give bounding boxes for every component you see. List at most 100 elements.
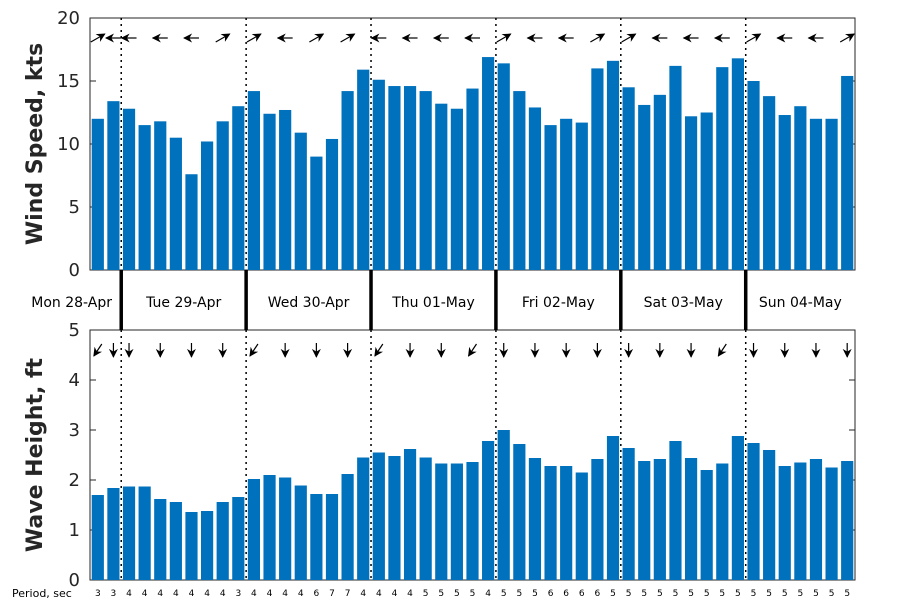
wind-direction-arrow	[621, 33, 637, 43]
wind-bar	[435, 103, 448, 271]
wave-bar	[138, 486, 151, 580]
wind-bar	[763, 96, 776, 271]
period-value: 6	[563, 589, 569, 599]
wind-bar	[91, 118, 104, 270]
wave-bar	[388, 456, 401, 580]
wave-bar	[325, 494, 339, 580]
wind-bar	[731, 58, 744, 270]
period-value: 5	[532, 589, 538, 599]
wind-bar	[809, 118, 823, 270]
wind-bar	[216, 121, 229, 270]
period-value: 4	[251, 589, 257, 599]
wind-bar	[716, 67, 729, 270]
wave-bar	[606, 436, 620, 580]
period-value: 4	[485, 589, 491, 599]
period-value: 4	[392, 589, 398, 599]
day-label-strip: Mon 28-Apr Tue 29-Apr Wed 30-Apr Thu 01-May…	[31, 270, 842, 330]
wind-direction-arrow	[340, 33, 356, 43]
wind-bar	[669, 65, 682, 270]
wave-bar	[731, 436, 744, 580]
period-value: 5	[704, 589, 710, 599]
wave-bar	[107, 488, 120, 580]
wind-bar	[154, 121, 167, 270]
wind-bar	[310, 156, 323, 270]
period-value: 5	[470, 589, 476, 599]
wave-bar	[216, 502, 229, 580]
wind-bar	[263, 113, 276, 270]
wind-bar	[825, 118, 838, 270]
wave-bar	[435, 463, 448, 580]
wave-bar	[263, 475, 276, 580]
wind-bar	[794, 106, 807, 270]
wind-bar	[279, 109, 292, 270]
wave-bar	[91, 495, 104, 580]
day-label: Fri 02-May	[522, 295, 595, 311]
wind-direction-arrow	[496, 33, 512, 43]
period-value: 5	[735, 589, 741, 599]
wave-bar	[232, 497, 245, 580]
day-label: Sun 04-May	[759, 295, 842, 311]
period-value: 5	[657, 589, 663, 599]
wind-bar	[497, 63, 510, 270]
wave-bar	[341, 474, 354, 580]
wave-bar	[716, 463, 729, 580]
wind-direction-arrow	[246, 33, 262, 43]
wave-bar	[497, 430, 510, 580]
wave-bar	[185, 512, 198, 580]
period-value: 5	[844, 589, 850, 599]
wave-bar	[372, 452, 385, 580]
wind-ytick-label: 5	[69, 197, 80, 218]
day-label: Thu 01-May	[391, 295, 475, 311]
wave-bar	[653, 459, 666, 580]
period-value: 5	[813, 589, 819, 599]
wind-ytick-label: 10	[57, 134, 80, 155]
wind-bar	[232, 106, 245, 270]
wind-bar	[466, 88, 479, 270]
wind-ytick-label: 0	[69, 260, 80, 281]
wind-bar	[778, 115, 791, 271]
wind-bar	[684, 116, 698, 270]
period-value: 5	[516, 589, 522, 599]
wind-bar	[638, 104, 651, 270]
wave-bar	[591, 459, 604, 580]
wave-ytick-label: 2	[69, 470, 80, 491]
period-value: 4	[298, 589, 304, 599]
wave-bar	[841, 461, 854, 580]
period-value: 4	[157, 589, 163, 599]
wind-bar	[138, 125, 151, 270]
wind-bar	[544, 125, 557, 270]
wave-bar	[544, 466, 557, 580]
period-value: 5	[501, 589, 507, 599]
period-value: 3	[95, 589, 101, 599]
wind-bar	[325, 138, 339, 270]
period-value: 6	[548, 589, 554, 599]
wave-bar	[638, 461, 651, 580]
period-value: 5	[688, 589, 694, 599]
wind-direction-arrow	[309, 33, 325, 43]
wave-ytick-label: 5	[69, 320, 80, 341]
wind-direction-arrow	[746, 33, 762, 43]
wind-bar	[169, 137, 182, 270]
wind-bar	[419, 91, 432, 270]
period-value: 4	[220, 589, 226, 599]
wave-bar	[482, 441, 495, 580]
wave-bar	[747, 443, 760, 580]
day-label: Tue 29-Apr	[145, 295, 221, 311]
wave-bar	[684, 458, 698, 580]
wind-ytick-label: 15	[57, 71, 80, 92]
period-value: 4	[142, 589, 148, 599]
wave-bar	[809, 459, 823, 580]
wave-direction-arrow	[249, 343, 259, 357]
period-value: 5	[766, 589, 772, 599]
wave-bar	[763, 450, 776, 580]
wave-bar	[169, 502, 182, 580]
wind-bar	[372, 79, 385, 271]
wind-bar	[247, 91, 261, 270]
period-value: 6	[595, 589, 601, 599]
wind-bar	[450, 108, 463, 270]
period-value: 3	[111, 589, 117, 599]
wave-ytick-label: 0	[69, 570, 80, 591]
period-value: 5	[782, 589, 788, 599]
wind-bar	[482, 57, 495, 271]
